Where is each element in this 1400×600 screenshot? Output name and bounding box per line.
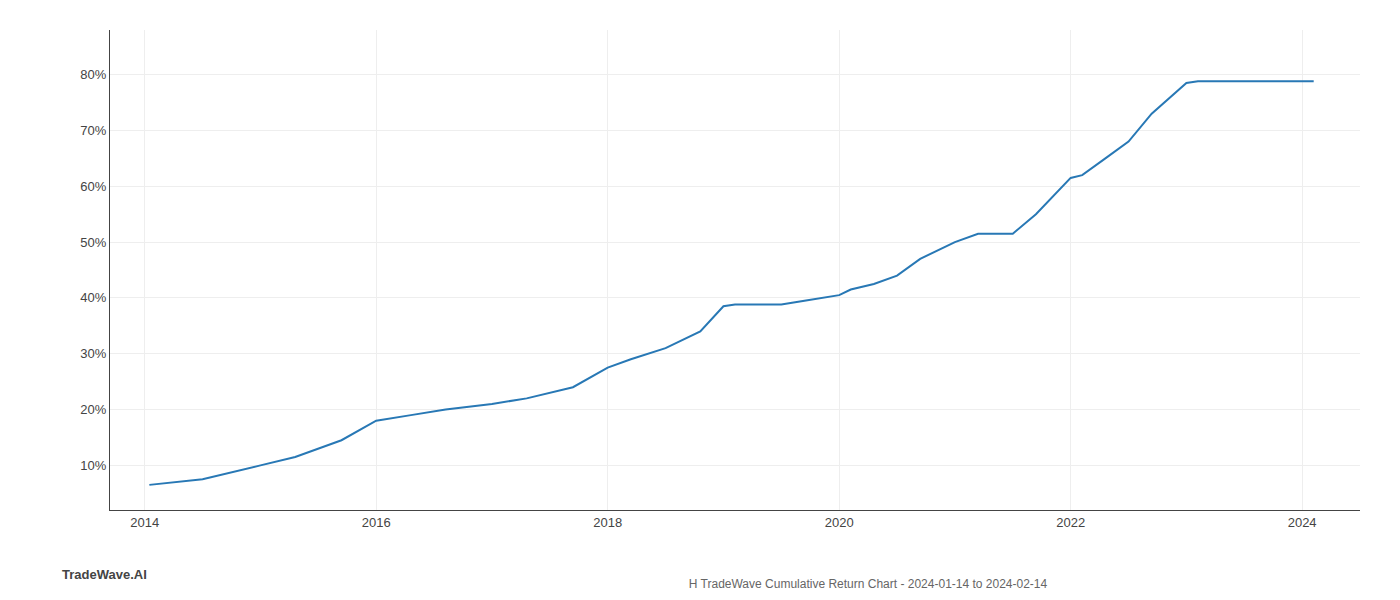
svg-text:70%: 70% (80, 123, 106, 138)
svg-text:40%: 40% (80, 290, 106, 305)
svg-text:20%: 20% (80, 402, 106, 417)
svg-text:H TradeWave Cumulative Return: H TradeWave Cumulative Return Chart - 20… (689, 577, 1048, 591)
svg-text:50%: 50% (80, 235, 106, 250)
svg-text:2022: 2022 (1056, 515, 1085, 530)
svg-text:80%: 80% (80, 67, 106, 82)
svg-text:2018: 2018 (593, 515, 622, 530)
svg-text:30%: 30% (80, 346, 106, 361)
svg-text:10%: 10% (80, 458, 106, 473)
svg-text:2016: 2016 (362, 515, 391, 530)
svg-text:2024: 2024 (1288, 515, 1317, 530)
svg-text:TradeWave.AI: TradeWave.AI (62, 567, 147, 582)
svg-text:60%: 60% (80, 179, 106, 194)
svg-text:2020: 2020 (825, 515, 854, 530)
svg-text:2014: 2014 (130, 515, 159, 530)
